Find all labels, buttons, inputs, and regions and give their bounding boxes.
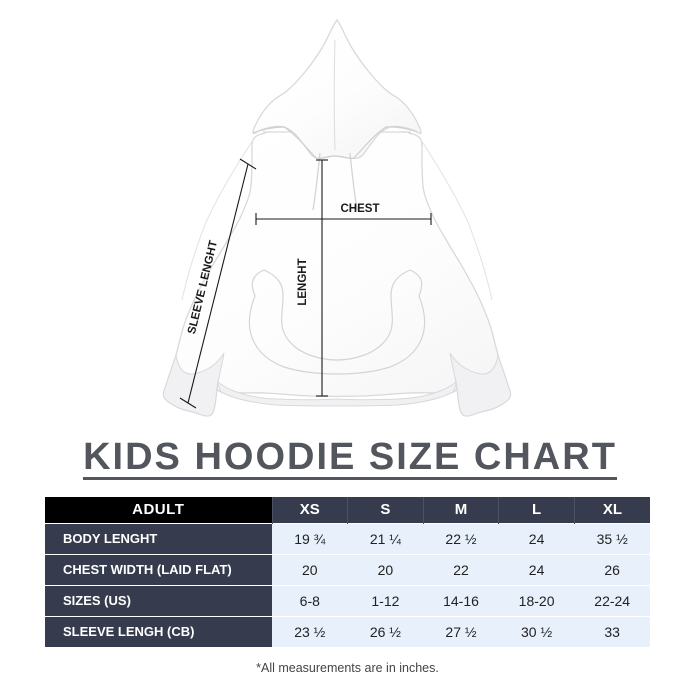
svg-text:LENGHT: LENGHT — [297, 258, 309, 305]
svg-text:CHEST: CHEST — [341, 203, 380, 215]
